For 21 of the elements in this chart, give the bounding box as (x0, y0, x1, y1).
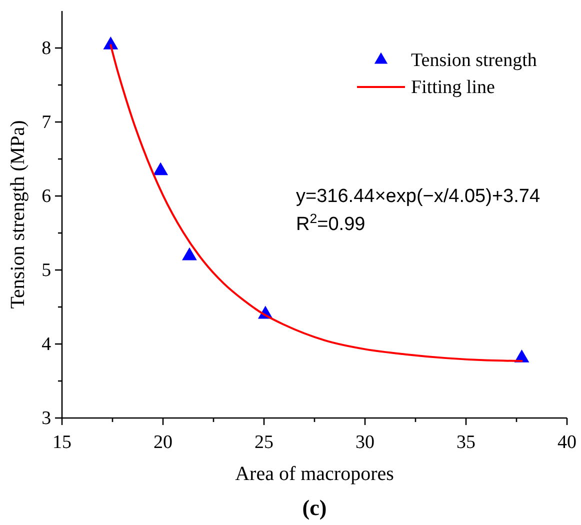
x-tick-label: 30 (356, 432, 374, 453)
y-tick-label: 5 (42, 260, 52, 282)
x-tick-label: 25 (254, 432, 274, 453)
y-tick-label: 8 (42, 38, 52, 60)
legend-label: Fitting line (411, 77, 495, 98)
annotation: y=316.44×exp(−x/4.05)+3.74 (296, 186, 540, 207)
y-tick-label: 4 (42, 334, 52, 356)
y-tick-label: 6 (42, 186, 52, 208)
y-axis-title: Tension strength (MPa) (7, 120, 29, 309)
legend-label: Tension strength (411, 50, 538, 71)
y-tick-label: 3 (42, 408, 52, 430)
x-tick-label: 40 (558, 432, 576, 453)
x-tick-label: 15 (52, 432, 72, 453)
point (182, 248, 197, 260)
x-tick-label: 20 (154, 432, 172, 453)
y-tick-label: 7 (42, 112, 52, 134)
text: (c) (302, 495, 327, 520)
point (153, 162, 168, 176)
annotation: R$^{2}$=0.99 (296, 210, 366, 235)
x-tick-label: 35 (456, 432, 476, 453)
x-axis-title: Area of macropores (235, 463, 394, 485)
